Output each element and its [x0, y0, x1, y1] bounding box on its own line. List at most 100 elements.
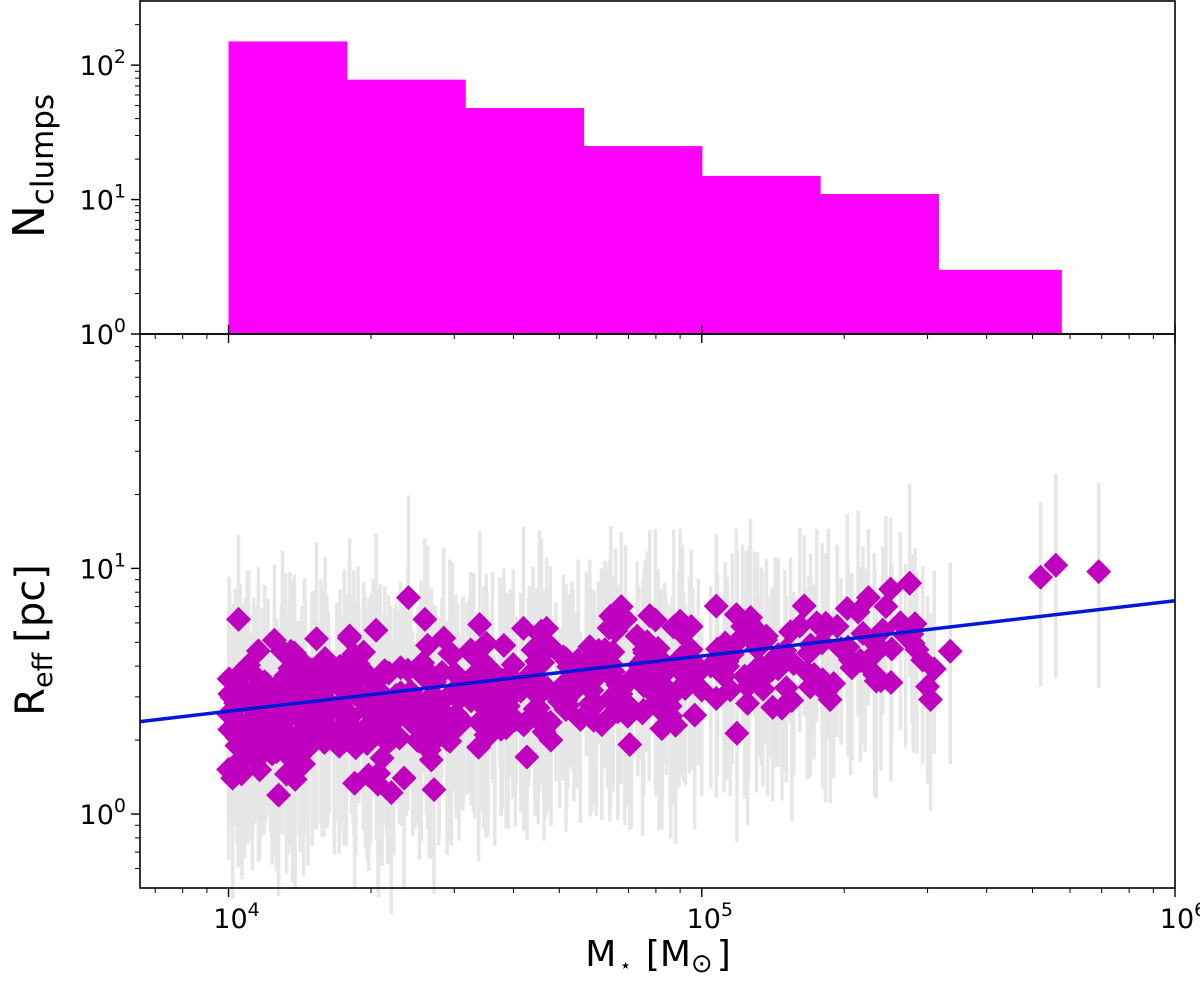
- scatter-point-540: [624, 623, 650, 649]
- scatter-point-564: [1043, 552, 1069, 578]
- scatter-point-528: [412, 606, 438, 632]
- histogram-bar-2: [346, 79, 466, 335]
- scatter-point-227: [304, 626, 330, 652]
- bottom-x-tick-label-1: 105: [687, 899, 733, 935]
- top-axis-ticks: 100 101 102: [80, 24, 1176, 351]
- scatter-point-557: [879, 636, 905, 662]
- scatter-point-425: [264, 725, 290, 751]
- scatter-point-550: [779, 687, 805, 713]
- scatter-point-461: [442, 660, 468, 686]
- bottom-axes-frame: [139, 333, 1176, 889]
- scatter-point-523: [269, 638, 295, 664]
- scatter-point-237: [787, 613, 813, 639]
- scatter-point-554: [855, 585, 881, 611]
- scatter-point-472: [564, 675, 590, 701]
- scatter-point-420: [747, 659, 773, 685]
- scatter-point-347: [760, 694, 786, 720]
- x-label-unit-open: [M: [646, 934, 691, 975]
- histogram-bar-1: [228, 41, 348, 335]
- scatter-point-556: [873, 593, 899, 619]
- x-label-star: ⋆: [619, 953, 632, 977]
- scatter-point-534: [510, 615, 536, 641]
- scatter-point-359: [797, 674, 823, 700]
- scatter-point-346: [439, 642, 465, 668]
- bottom-y-label-sub: eff: [28, 651, 59, 688]
- scatter-point-496: [798, 632, 824, 658]
- scatter-point-543: [678, 614, 704, 640]
- scatter-point-462: [682, 702, 708, 728]
- scatter-point-565: [1086, 559, 1112, 585]
- scatter-point-541: [658, 703, 684, 729]
- scatter-point-533: [473, 722, 499, 748]
- histogram-bar-4: [583, 146, 703, 334]
- scatter-point-486: [847, 648, 873, 674]
- scatter-point-484: [437, 715, 463, 741]
- scatter-point-500: [333, 716, 359, 742]
- x-label-main: M: [585, 934, 616, 975]
- top-y-axis-label: Nclumps: [4, 94, 61, 238]
- scatter-point-288: [735, 690, 761, 716]
- bottom-axis-ticks: 100 101 104 105 106: [80, 325, 1200, 935]
- scatter-point-349: [287, 753, 313, 779]
- scatter-point-510: [643, 689, 669, 715]
- x-axis-label: M ⋆ [M⊙]: [585, 934, 731, 979]
- scatter-point-435: [418, 662, 444, 688]
- scatter-point-97: [724, 720, 750, 746]
- scatter-point-529: [431, 625, 457, 651]
- scatter-point-353: [245, 638, 271, 664]
- scatter-point-446: [520, 637, 546, 663]
- scatter-point-56: [421, 777, 447, 803]
- scatter-point-552: [815, 614, 841, 640]
- scatter-point-544: [689, 677, 715, 703]
- scatter-point-502: [618, 695, 644, 721]
- scatter-point-414: [241, 661, 267, 687]
- bottom-y-tick-label-0: 100: [80, 795, 126, 831]
- x-label-unit-close: ]: [717, 934, 731, 975]
- scatter-point-555: [862, 661, 888, 687]
- scatter-point-535: [534, 615, 560, 641]
- scatter-point-483: [219, 684, 245, 710]
- histogram-bar-6: [820, 194, 939, 334]
- scatter-point-516: [350, 658, 376, 684]
- bottom-y-label-unit: [pc]: [8, 564, 54, 643]
- scatter-point-499: [216, 666, 242, 692]
- scatter-point-495: [331, 659, 357, 685]
- scatter-point-315: [617, 732, 643, 758]
- scatter-point-511: [313, 703, 339, 729]
- top-y-label-sub: clumps: [25, 94, 61, 205]
- scatter-point-553: [821, 670, 847, 696]
- bottom-y-axis-label: Reff [pc]: [8, 564, 59, 716]
- scatter-point-488: [241, 718, 267, 744]
- scatter-point-410: [834, 595, 860, 621]
- top-y-tick-label-1: 101: [80, 180, 126, 216]
- scatter-point-387: [703, 593, 729, 619]
- scatter-point-549: [765, 656, 791, 682]
- bottom-x-tick-label-2: 106: [1160, 899, 1200, 935]
- scatter-point-286: [418, 747, 444, 773]
- scatter-point-94: [266, 782, 292, 808]
- scatter-point-413: [369, 745, 395, 771]
- scatter-point-476: [462, 683, 488, 709]
- top-y-tick-label-2: 102: [80, 46, 126, 82]
- x-label-sun: ⊙: [691, 949, 713, 979]
- scatter-point-392: [555, 692, 581, 718]
- scatter-point-531: [378, 727, 404, 753]
- scatter-point-536: [538, 727, 564, 753]
- bottom-panel: 100 101 104 105 106 Reff [pc] M⋆ [M⊙]: [8, 325, 1200, 979]
- scatter-point-547: [735, 674, 761, 700]
- scatter-point-304: [750, 676, 776, 702]
- scatter-point-537: [577, 634, 603, 660]
- svg-text:Reff[pc]: Reff [pc]: [8, 564, 59, 716]
- histogram-bar-3: [465, 107, 585, 334]
- scatter-point-517: [308, 663, 334, 689]
- bottom-y-label-main: R: [8, 688, 54, 716]
- scatter-point-548: [753, 623, 779, 649]
- scatter-point-167: [817, 687, 843, 713]
- scatter-point-503: [414, 713, 440, 739]
- scatter-point-4: [878, 576, 904, 602]
- scatter-point-559: [899, 621, 925, 647]
- scatter-point-406: [642, 607, 668, 633]
- scatter-point-438: [598, 703, 624, 729]
- scatter-point-372: [467, 612, 493, 638]
